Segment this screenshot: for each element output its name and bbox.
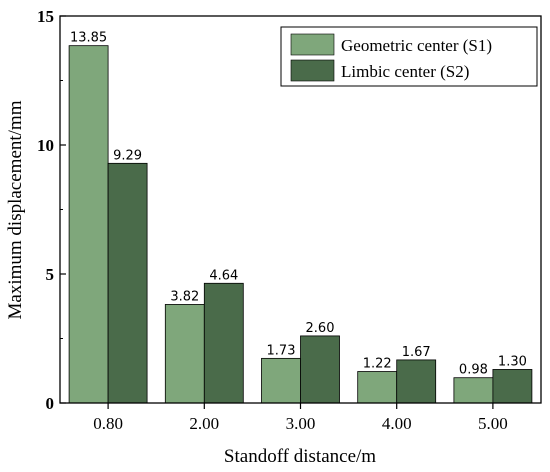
bar-s1-4.00	[357, 371, 398, 404]
data-label-s1-3.00: 1.73	[267, 343, 296, 358]
bar-s2-5.00	[492, 369, 533, 404]
y-axis-title: Maximum displacement/mm	[5, 100, 26, 319]
bar-s1-2.00	[164, 304, 205, 404]
bar-s1-3.00	[261, 357, 301, 404]
bar-s2-4.00	[396, 359, 437, 404]
data-label-s2-4.00: 1.67	[402, 345, 431, 360]
x-axis-title: Standoff distance/m	[224, 446, 376, 467]
data-label-s1-5.00: 0.98	[459, 363, 488, 378]
bar-s1-5.00	[453, 377, 494, 404]
data-label-s1-0.80: 13.85	[70, 31, 107, 46]
y-tick-label-10: 10	[37, 136, 54, 155]
legend-label-s2: Limbic center (S2)	[341, 62, 469, 81]
data-labels-layer: 13.85 9.29 3.82 4.64 1.73 2.60 1.22 1.67 0.98 1.3…	[70, 31, 527, 378]
y-tick-label-0: 0	[46, 394, 55, 413]
data-label-s2-2.00: 4.64	[209, 268, 238, 283]
x-tick-label-2.00: 2.00	[189, 414, 219, 433]
legend-swatch-s1	[290, 33, 335, 56]
x-tick-label-0.80: 0.80	[93, 414, 123, 433]
bar-s2-0.80	[107, 162, 148, 404]
legend: Geometric center (S1) Limbic center (S2)	[280, 26, 538, 87]
y-tick-label-15: 15	[37, 7, 54, 26]
bar-s2-2.00	[203, 282, 244, 404]
y-axis-ticks: 0 5 10 15	[37, 7, 66, 413]
bar-s2-3.00	[300, 335, 340, 404]
data-label-s1-4.00: 1.22	[363, 357, 392, 372]
x-axis-ticks: 0.80 2.00 3.00 4.00 5.00	[93, 403, 508, 433]
x-tick-label-5.00: 5.00	[478, 414, 508, 433]
data-label-s2-3.00: 2.60	[306, 321, 335, 336]
x-tick-label-3.00: 3.00	[286, 414, 316, 433]
legend-swatch-s2	[290, 59, 335, 82]
x-tick-label-4.00: 4.00	[382, 414, 412, 433]
bars-layer	[68, 45, 533, 404]
y-tick-label-5: 5	[46, 265, 55, 284]
data-label-s1-2.00: 3.82	[170, 289, 199, 304]
data-label-s2-0.80: 9.29	[113, 148, 142, 163]
data-label-s2-5.00: 1.30	[498, 354, 527, 369]
legend-label-s1: Geometric center (S1)	[341, 36, 492, 55]
bar-s1-0.80	[68, 45, 109, 404]
